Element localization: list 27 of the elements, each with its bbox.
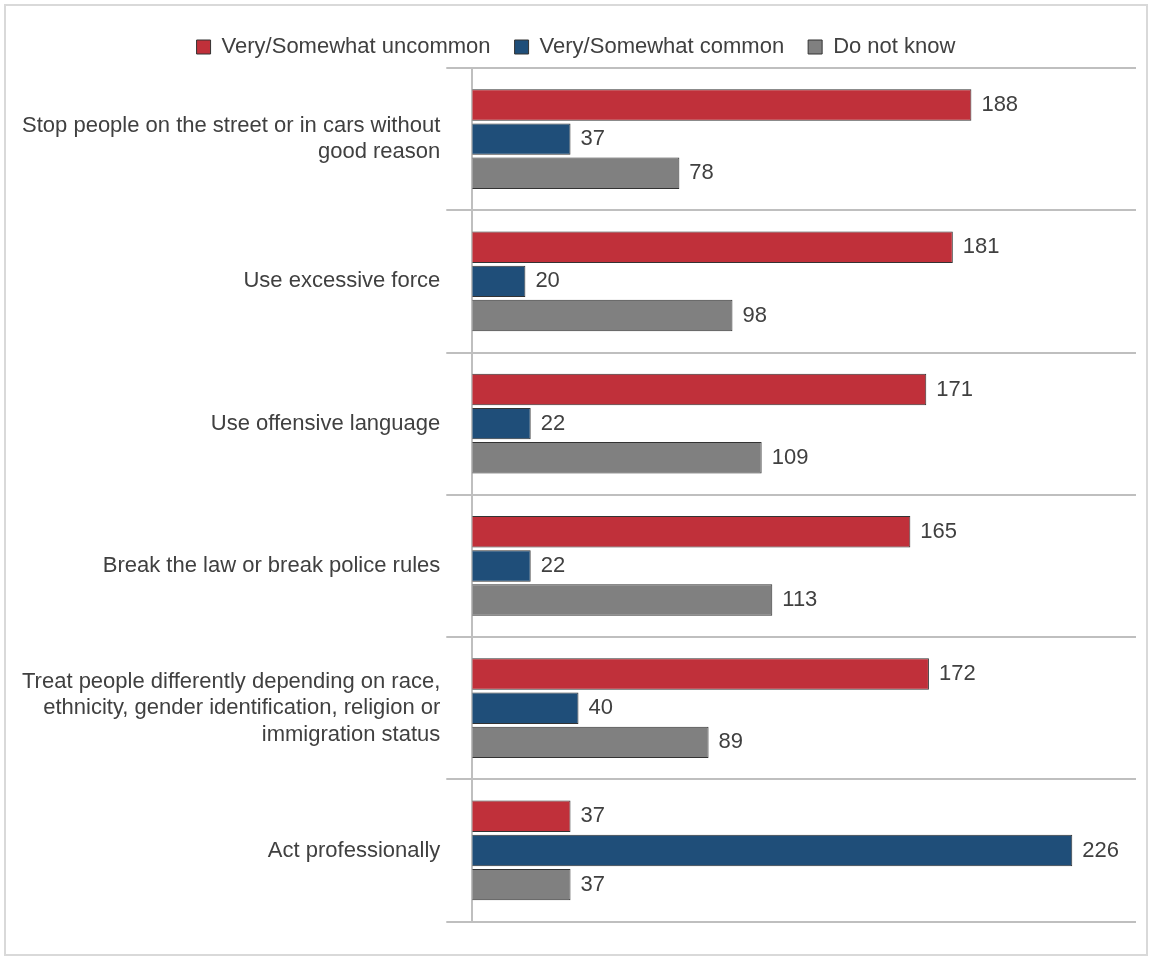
data-label: 22 [540,409,566,435]
data-label: 181 [962,233,1000,259]
legend-label: Very/Somewhat uncommon [221,33,491,59]
data-label: 89 [718,728,744,754]
y-tick-label: Use excessive force [243,267,441,293]
data-label: 165 [920,517,958,543]
y-tick-label: Stop people on the street or in cars without good reason [22,112,441,164]
data-label: 172 [938,660,976,686]
legend-label: Do not know [833,33,956,59]
data-label: 37 [580,802,605,828]
data-label: 22 [540,552,566,577]
y-tick-label: Break the law or break police rules [102,552,441,577]
data-label: 20 [535,267,560,293]
data-label: 37 [580,870,605,896]
y-tick-label: Treat people differently depending on race, ethnicity, gender identification, religion or immigration status [21,667,441,746]
data-label: 171 [936,375,973,401]
y-tick-label: Use offensive language [210,409,441,435]
y-tick-label: Act professionally [267,836,441,862]
data-label: 113 [782,586,818,612]
data-label: 226 [1082,836,1119,862]
data-label: 109 [771,443,809,469]
data-label: 188 [981,91,1019,117]
data-label: 98 [742,301,767,327]
data-label: 40 [588,694,613,720]
data-label: 37 [580,125,605,151]
legend-label: Very/Somewhat common [539,33,785,59]
data-label: 78 [689,159,714,185]
